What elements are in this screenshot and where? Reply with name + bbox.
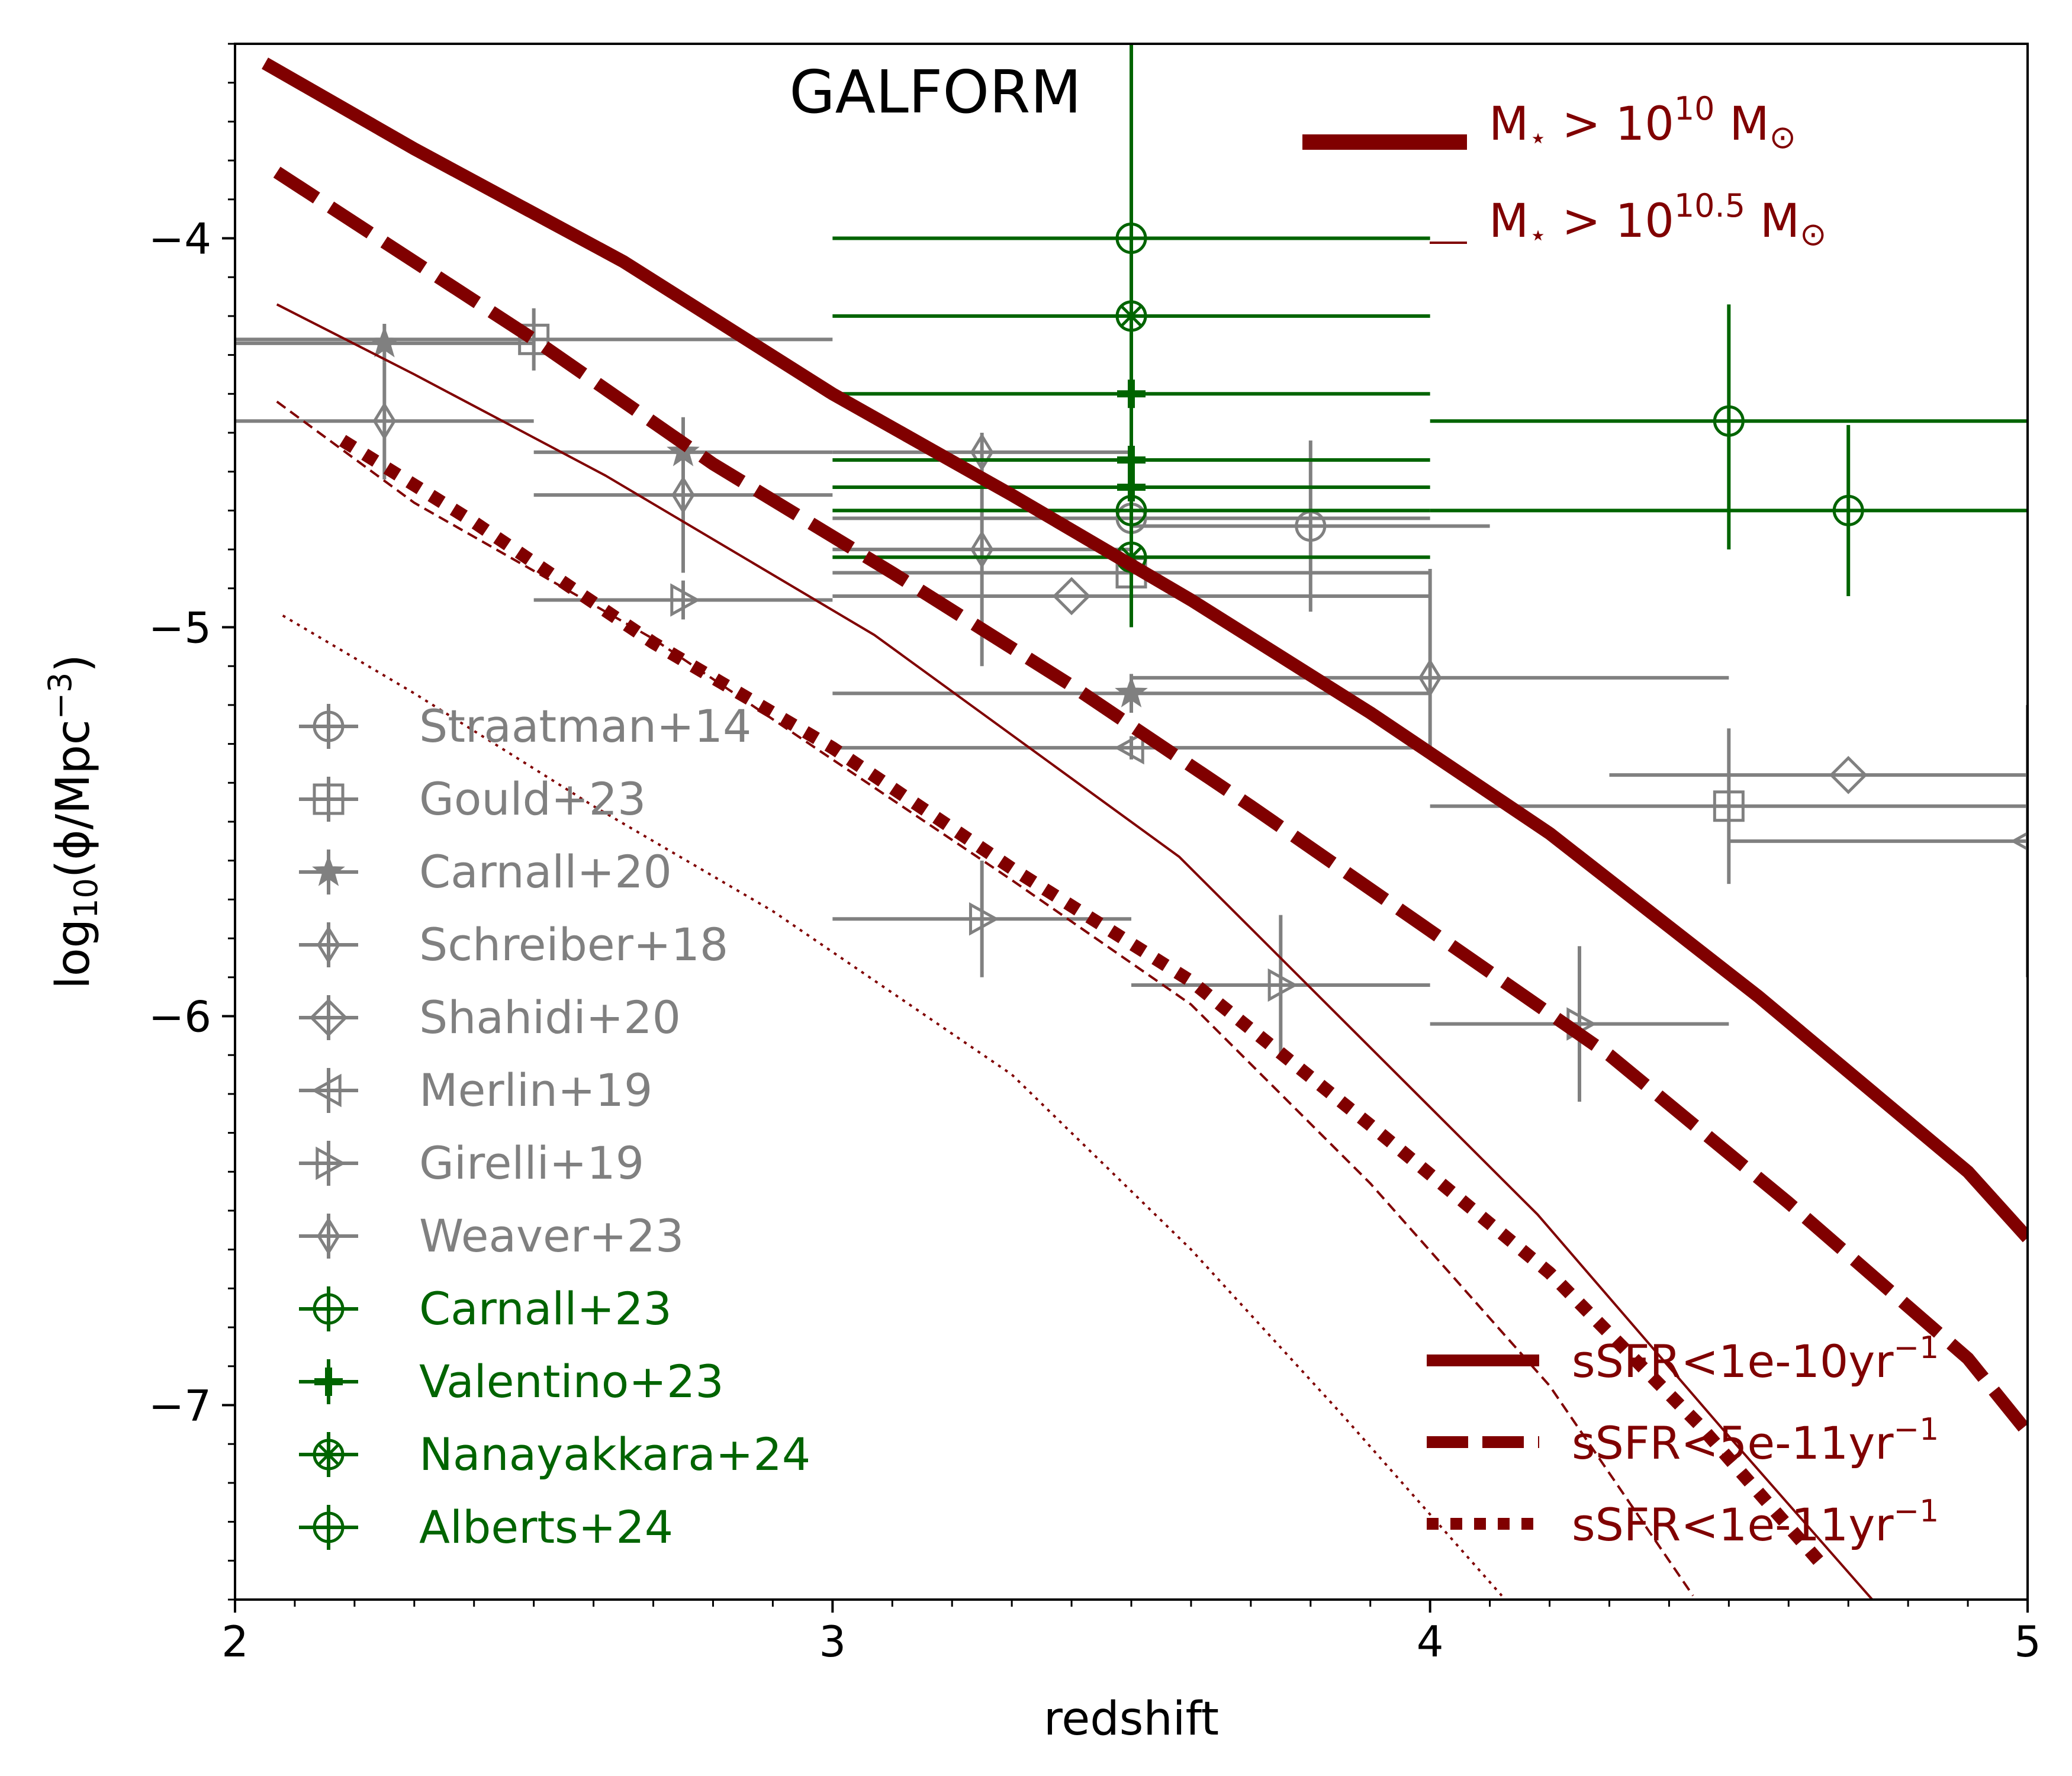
- mass-legend-label-2: M⋆ > 1010.5 M⊙: [1489, 187, 1826, 253]
- legend-item-girelli-19: Girelli+19: [299, 1137, 644, 1189]
- y-tick-label: −5: [149, 603, 211, 653]
- legend-item-valentino-23: Valentino+23: [299, 1355, 724, 1408]
- model-line-3e10-solid: [276, 303, 1874, 1600]
- model-line-3e10-dashed: [276, 400, 1694, 1597]
- mass-legend-label-1: M⋆ > 1010 M⊙: [1489, 90, 1796, 156]
- x-axis-label: redshift: [1044, 1693, 1219, 1746]
- axis-ticks: 2 3 4 5 −4 −5 −6 −7: [149, 43, 2041, 1666]
- obs-series-merlin-19: [832, 704, 2028, 977]
- obs-point-shahidi-20: [1052, 577, 1091, 616]
- legend-marker-straatman-14: [313, 710, 345, 742]
- legend-label-weaver-23: Weaver+23: [419, 1209, 684, 1262]
- data-layer: [235, 44, 2028, 1600]
- legend-item-gould-23: Gould+23: [299, 773, 646, 825]
- legend-item-carnall-23: Carnall+23: [299, 1282, 672, 1335]
- legend-label-gould-23: Gould+23: [419, 773, 646, 825]
- obs-point-girelli-19: [969, 902, 999, 936]
- obs-point-weaver-23: [671, 475, 695, 514]
- legend-item-weaver-23: Weaver+23: [299, 1209, 684, 1262]
- obs-point-weaver-23: [1418, 658, 1442, 697]
- obs-point-nanayakkara-24: [1115, 300, 1147, 332]
- legend-label-carnall-20: Carnall+20: [419, 845, 672, 898]
- mass-legend: M⋆ > 1010 M⊙ M⋆ > 1010.5 M⊙: [1302, 90, 1826, 253]
- legend-label-girelli-19: Girelli+19: [419, 1137, 644, 1189]
- ssfr-legend-label-solid: sSFR<1e-10yr−1: [1572, 1330, 1939, 1388]
- obs-point-alberts-24: [1115, 494, 1147, 526]
- y-tick-label: −4: [149, 214, 211, 264]
- legend-marker-schreiber-18: [317, 925, 340, 964]
- observations-legend: Straatman+14 Gould+23 Carnall+20 Schreiber+…: [299, 700, 810, 1553]
- ssfr-legend-label-dotted: sSFR<1e-11yr−1: [1572, 1494, 1939, 1551]
- obs-series-valentino-23: [832, 374, 1430, 507]
- legend-item-nanayakkara-24: Nanayakkara+24: [299, 1428, 810, 1481]
- x-tick-label: 5: [2014, 1617, 2041, 1666]
- y-tick-label: −7: [149, 1381, 211, 1431]
- x-tick-label: 2: [221, 1617, 249, 1666]
- legend-label-straatman-14: Straatman+14: [419, 700, 751, 752]
- legend-item-merlin-19: Merlin+19: [299, 1064, 652, 1117]
- legend-label-shahidi-20: Shahidi+20: [419, 991, 681, 1044]
- obs-point-merlin-19: [1114, 731, 1144, 765]
- legend-marker-alberts-24: [313, 1511, 345, 1543]
- obs-point-valentino-23: [1117, 379, 1146, 408]
- model-line-1e10-dotted: [339, 435, 1823, 1565]
- chart-title: GALFORM: [789, 57, 1082, 127]
- legend-marker-gould-23: [313, 783, 345, 815]
- obs-point-carnall-23: [1115, 223, 1147, 254]
- obs-point-alberts-24: [1832, 494, 1864, 526]
- obs-point-weaver-23: [970, 433, 994, 472]
- legend-label-valentino-23: Valentino+23: [419, 1355, 724, 1408]
- obs-point-carnall-23: [1713, 405, 1745, 437]
- x-tick-label: 3: [819, 1617, 846, 1666]
- model-line-1e10-solid: [262, 57, 2028, 1243]
- legend-marker-shahidi-20: [309, 998, 348, 1037]
- legend-label-alberts-24: Alberts+24: [419, 1501, 673, 1553]
- legend-label-schreiber-18: Schreiber+18: [419, 918, 728, 971]
- obs-point-carnall-20: [368, 326, 401, 358]
- obs-point-girelli-19: [670, 583, 701, 617]
- obs-point-shahidi-20: [1829, 755, 1868, 794]
- obs-point-girelli-19: [1267, 968, 1298, 1002]
- model-line-1e10-dashed: [273, 166, 2028, 1437]
- legend-marker-carnall-23: [313, 1293, 345, 1325]
- legend-item-shahidi-20: Shahidi+20: [299, 991, 681, 1044]
- legend-label-merlin-19: Merlin+19: [419, 1064, 652, 1117]
- legend-marker-girelli-19: [316, 1146, 346, 1180]
- legend-label-nanayakkara-24: Nanayakkara+24: [419, 1428, 810, 1481]
- legend-marker-valentino-23: [314, 1368, 343, 1396]
- legend-marker-nanayakkara-24: [313, 1439, 345, 1471]
- obs-point-merlin-19: [2010, 831, 2028, 851]
- obs-point-gould-23: [518, 323, 550, 355]
- legend-marker-merlin-19: [311, 1073, 342, 1108]
- legend-item-schreiber-18: Schreiber+18: [299, 918, 728, 971]
- legend-marker-weaver-23: [317, 1217, 340, 1256]
- obs-point-gould-23: [1713, 790, 1745, 822]
- y-axis-label: log10(ϕ/Mpc−3): [41, 654, 105, 989]
- legend-item-straatman-14: Straatman+14: [299, 700, 751, 752]
- obs-series-alberts-24: [832, 424, 2028, 596]
- x-tick-label: 4: [1417, 1617, 1444, 1666]
- legend-item-carnall-20: Carnall+20: [299, 845, 672, 898]
- obs-series-nanayakkara-24: [832, 297, 1430, 577]
- obs-point-schreiber-18: [970, 530, 994, 569]
- legend-label-carnall-23: Carnall+23: [419, 1282, 672, 1335]
- obs-point-carnall-20: [1115, 675, 1148, 707]
- obs-point-schreiber-18: [372, 401, 397, 440]
- legend-marker-carnall-20: [312, 854, 345, 886]
- ssfr-legend-label-dashed: sSFR<5e-11yr−1: [1572, 1412, 1939, 1469]
- y-tick-label: −6: [149, 992, 211, 1042]
- obs-series-weaver-23: [533, 417, 1729, 748]
- ssfr-legend: sSFR<1e-10yr−1 sSFR<5e-11yr−1 sSFR<1e-11…: [1427, 1330, 1939, 1551]
- legend-item-alberts-24: Alberts+24: [299, 1501, 673, 1553]
